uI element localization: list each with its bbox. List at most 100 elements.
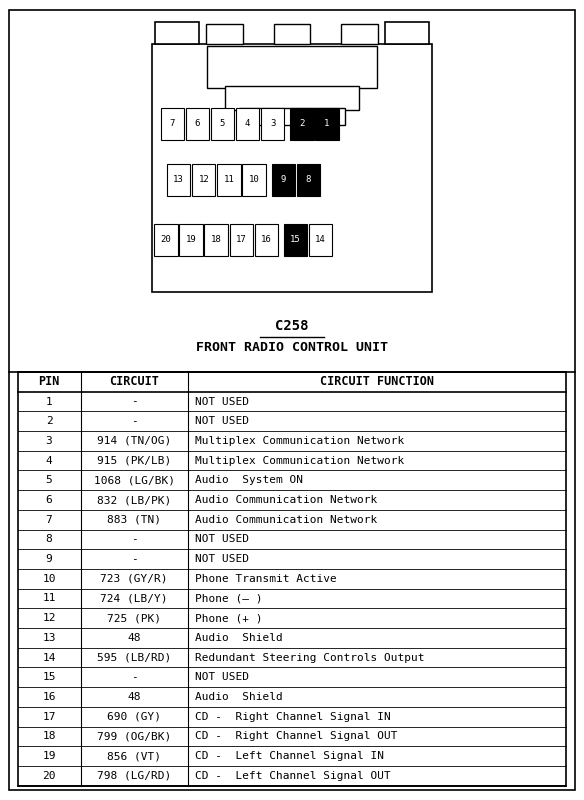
Bar — [290, 108, 314, 140]
Text: 16: 16 — [42, 692, 56, 702]
Text: CIRCUIT: CIRCUIT — [109, 375, 159, 388]
Text: 3: 3 — [46, 436, 53, 446]
Text: Redundant Steering Controls Output: Redundant Steering Controls Output — [194, 653, 424, 662]
Bar — [297, 164, 320, 196]
Text: CD -  Right Channel Signal IN: CD - Right Channel Signal IN — [194, 712, 391, 722]
Text: 5: 5 — [46, 475, 53, 486]
Text: Phone Transmit Active: Phone Transmit Active — [194, 574, 336, 584]
Bar — [192, 164, 215, 196]
Bar — [272, 164, 295, 196]
Text: 17: 17 — [236, 235, 246, 245]
Text: CIRCUIT FUNCTION: CIRCUIT FUNCTION — [320, 375, 434, 388]
Text: 20: 20 — [161, 235, 171, 245]
Text: 4: 4 — [245, 119, 251, 129]
Text: 723 (GY/R): 723 (GY/R) — [100, 574, 168, 584]
Text: 19: 19 — [186, 235, 196, 245]
Bar — [211, 108, 234, 140]
Text: NOT USED: NOT USED — [194, 416, 249, 426]
Text: CD -  Left Channel Signal OUT: CD - Left Channel Signal OUT — [194, 770, 391, 781]
Text: 914 (TN/OG): 914 (TN/OG) — [97, 436, 171, 446]
Text: 19: 19 — [42, 751, 56, 761]
Text: NOT USED: NOT USED — [194, 534, 249, 545]
Text: -: - — [131, 672, 138, 682]
Text: 6: 6 — [46, 495, 53, 505]
Bar — [207, 24, 243, 44]
Text: 18: 18 — [211, 235, 221, 245]
Bar — [204, 224, 228, 256]
Text: 8: 8 — [305, 175, 311, 185]
Text: 6: 6 — [194, 119, 200, 129]
Text: Phone (+ ): Phone (+ ) — [194, 613, 262, 623]
Text: -: - — [131, 534, 138, 545]
Text: Phone (– ): Phone (– ) — [194, 594, 262, 603]
Text: 1068 (LG/BK): 1068 (LG/BK) — [93, 475, 175, 486]
Text: 10: 10 — [249, 175, 259, 185]
Bar — [284, 224, 307, 256]
Text: 7: 7 — [46, 514, 53, 525]
Text: 3: 3 — [270, 119, 276, 129]
Bar — [242, 164, 266, 196]
Text: 4: 4 — [46, 456, 53, 466]
Bar — [385, 22, 429, 44]
Bar — [239, 108, 345, 125]
Text: 15: 15 — [42, 672, 56, 682]
Text: 883 (TN): 883 (TN) — [107, 514, 161, 525]
Text: 2: 2 — [299, 119, 305, 129]
Text: 1: 1 — [324, 119, 330, 129]
Text: C258: C258 — [275, 319, 309, 334]
Bar — [152, 44, 432, 292]
Bar — [154, 224, 178, 256]
Text: 724 (LB/Y): 724 (LB/Y) — [100, 594, 168, 603]
Bar — [236, 108, 259, 140]
Text: 832 (LB/PK): 832 (LB/PK) — [97, 495, 171, 505]
Bar — [309, 224, 332, 256]
Text: NOT USED: NOT USED — [194, 397, 249, 406]
Text: 14: 14 — [42, 653, 56, 662]
Text: 12: 12 — [199, 175, 209, 185]
Text: 48: 48 — [127, 692, 141, 702]
Bar — [155, 22, 199, 44]
Bar — [261, 108, 284, 140]
Text: 20: 20 — [42, 770, 56, 781]
Text: -: - — [131, 397, 138, 406]
Bar — [225, 86, 359, 110]
Text: Audio Communication Network: Audio Communication Network — [194, 514, 377, 525]
Text: 690 (GY): 690 (GY) — [107, 712, 161, 722]
Text: 856 (VT): 856 (VT) — [107, 751, 161, 761]
Text: 17: 17 — [42, 712, 56, 722]
Bar — [186, 108, 209, 140]
Bar — [217, 164, 241, 196]
Text: 15: 15 — [290, 235, 301, 245]
Text: Multiplex Communication Network: Multiplex Communication Network — [194, 456, 404, 466]
Text: Audio  System ON: Audio System ON — [194, 475, 303, 486]
Text: -: - — [131, 416, 138, 426]
Text: 799 (OG/BK): 799 (OG/BK) — [97, 731, 171, 742]
Text: 16: 16 — [261, 235, 272, 245]
Bar — [179, 224, 203, 256]
Text: 10: 10 — [42, 574, 56, 584]
Bar — [18, 372, 566, 786]
Bar — [230, 224, 253, 256]
Bar — [161, 108, 184, 140]
Text: 595 (LB/RD): 595 (LB/RD) — [97, 653, 171, 662]
Bar — [315, 108, 339, 140]
Text: 9: 9 — [46, 554, 53, 564]
Bar — [207, 46, 377, 88]
Text: 13: 13 — [42, 633, 56, 643]
Text: 9: 9 — [280, 175, 286, 185]
Text: 1: 1 — [46, 397, 53, 406]
Text: Audio  Shield: Audio Shield — [194, 692, 283, 702]
Text: 915 (PK/LB): 915 (PK/LB) — [97, 456, 171, 466]
Text: Audio Communication Network: Audio Communication Network — [194, 495, 377, 505]
Text: NOT USED: NOT USED — [194, 554, 249, 564]
Text: NOT USED: NOT USED — [194, 672, 249, 682]
Bar — [273, 24, 311, 44]
Text: 13: 13 — [173, 175, 184, 185]
Text: 8: 8 — [46, 534, 53, 545]
Text: Audio  Shield: Audio Shield — [194, 633, 283, 643]
Text: 798 (LG/RD): 798 (LG/RD) — [97, 770, 171, 781]
Text: FRONT RADIO CONTROL UNIT: FRONT RADIO CONTROL UNIT — [196, 341, 388, 354]
Text: 18: 18 — [42, 731, 56, 742]
Text: 2: 2 — [46, 416, 53, 426]
Bar — [255, 224, 278, 256]
